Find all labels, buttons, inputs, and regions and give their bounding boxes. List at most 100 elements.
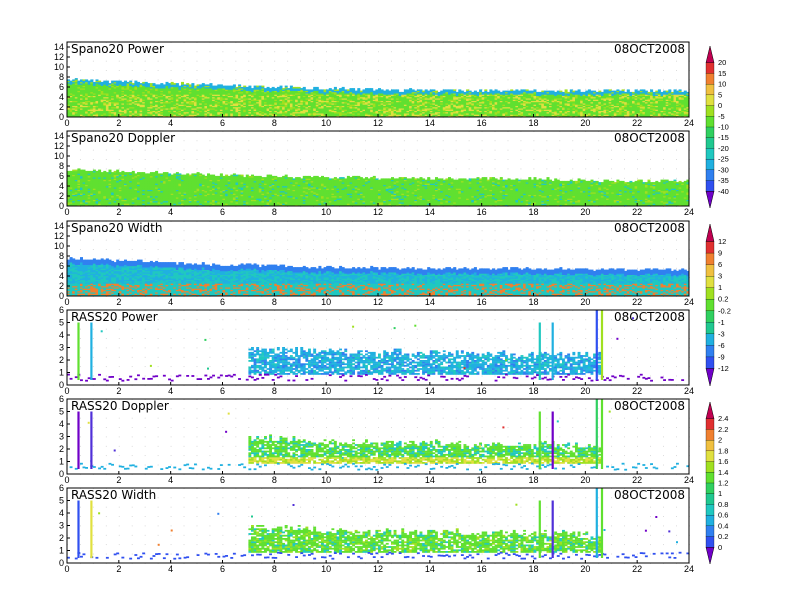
x-tick-label: 24 <box>684 207 694 217</box>
colorbar-arrow-top <box>705 401 715 419</box>
colorbar-swatch <box>705 148 715 160</box>
x-tick-label: 2 <box>116 297 121 307</box>
y-tick-label: 0 <box>59 558 64 568</box>
colorbar-label: 1.4 <box>718 468 728 477</box>
x-tick-label: 16 <box>477 564 487 574</box>
colorbar-swatch <box>705 429 715 441</box>
x-tick-label: 8 <box>272 118 277 128</box>
panel-date: 08OCT2008 <box>614 310 685 324</box>
y-ticks: 0 1 2 3 4 5 6 <box>59 394 70 479</box>
x-tick-label: 24 <box>684 564 694 574</box>
x-tick-label: 20 <box>580 564 590 574</box>
colorbar-label: 3 <box>718 272 722 281</box>
colorbar-swatch <box>705 94 715 107</box>
y-tick-label: 1 <box>59 457 64 467</box>
x-tick-label: 12 <box>373 297 383 307</box>
colorbar-label: -30 <box>718 165 729 174</box>
colorbar-swatch <box>705 450 715 463</box>
colorbar-label: 0.4 <box>718 521 728 530</box>
panel-date: 08OCT2008 <box>614 131 685 145</box>
x-tick-label: 10 <box>321 207 331 217</box>
colorbar-label: -15 <box>718 133 729 142</box>
y-tick-label: 4 <box>59 330 64 340</box>
y-ticks: 0 1 2 3 4 5 6 <box>59 483 70 568</box>
x-tick-label: 18 <box>528 386 538 396</box>
x-ticks: 0 2 4 6 8 10 12 14 16 18 20 22 24 <box>64 293 694 307</box>
x-ticks: 0 2 4 6 8 10 12 14 16 18 20 22 24 <box>64 382 694 396</box>
y-tick-label: 8 <box>59 161 64 171</box>
y-tick-label: 2 <box>59 533 64 543</box>
y-tick-label: 6 <box>59 394 64 404</box>
colorbar-swatch <box>705 418 715 430</box>
panel-title: Spano20 Width <box>71 221 162 235</box>
colorbar-label: -3 <box>718 329 725 338</box>
colorbar-label: 0.8 <box>718 500 728 509</box>
x-tick-label: 0 <box>64 386 69 396</box>
x-tick-label: 6 <box>220 475 225 485</box>
y-tick-label: 4 <box>59 508 64 518</box>
x-tick-label: 10 <box>321 475 331 485</box>
y-tick-label: 0 <box>59 380 64 390</box>
y-tick-label: 8 <box>59 251 64 261</box>
x-tick-label: 16 <box>477 207 487 217</box>
colorbar-swatch <box>705 105 715 117</box>
colorbar-label: -20 <box>718 144 729 153</box>
y-tick-label: 12 <box>54 141 64 151</box>
x-tick-label: 20 <box>580 297 590 307</box>
colorbar-swatch <box>705 252 715 266</box>
colorbar-label: 1.6 <box>718 457 728 466</box>
colorbar-label: 0.2 <box>718 295 728 304</box>
panel-title: Spano20 Power <box>71 42 164 56</box>
colorbar-label: 1 <box>718 283 722 292</box>
colorbar-swatch <box>705 116 715 128</box>
x-tick-label: 8 <box>272 475 277 485</box>
y-tick-label: 14 <box>54 42 64 52</box>
colorbar-label: -40 <box>718 187 729 196</box>
x-tick-label: 0 <box>64 564 69 574</box>
spikes <box>77 488 604 558</box>
y-tick-label: 5 <box>59 407 64 417</box>
x-tick-label: 14 <box>425 297 435 307</box>
x-tick-label: 22 <box>632 475 642 485</box>
x-tick-label: 22 <box>632 386 642 396</box>
y-tick-label: 0 <box>59 291 64 301</box>
x-tick-label: 18 <box>528 297 538 307</box>
y-tick-label: 0 <box>59 112 64 122</box>
x-tick-label: 12 <box>373 564 383 574</box>
data-cells <box>69 410 690 471</box>
colorbar-swatch <box>705 287 715 300</box>
x-tick-label: 4 <box>168 475 173 485</box>
colorbar-label: 10 <box>718 80 726 89</box>
colorbar-swatch <box>705 73 715 85</box>
x-tick-label: 12 <box>373 207 383 217</box>
x-tick-label: 20 <box>580 207 590 217</box>
x-ticks: 0 2 4 6 8 10 12 14 16 18 20 22 24 <box>64 560 694 574</box>
colorbar-label: 1.8 <box>718 446 728 455</box>
y-tick-label: 6 <box>59 305 64 315</box>
x-tick-label: 14 <box>425 118 435 128</box>
colorbar-label: 6 <box>718 260 722 269</box>
panel-date: 08OCT2008 <box>614 42 685 56</box>
colorbar-swatch <box>705 504 715 516</box>
y-tick-label: 10 <box>54 62 64 72</box>
colorbar-cb2: 12 9 6 3 1 0.2 -0.2 -1 -3 -6 -9 -12 <box>705 223 731 387</box>
x-tick-label: 8 <box>272 564 277 574</box>
x-tick-label: 24 <box>684 297 694 307</box>
y-tick-label: 12 <box>54 231 64 241</box>
colorbar-label: 1.2 <box>718 479 728 488</box>
x-tick-label: 16 <box>477 297 487 307</box>
colorbar-label: -35 <box>718 176 729 185</box>
colorbar-swatch <box>705 461 715 473</box>
x-tick-label: 18 <box>528 475 538 485</box>
panel-title: RASS20 Width <box>71 488 156 502</box>
colorbar-arrow-top <box>705 45 715 63</box>
x-tick-label: 6 <box>220 564 225 574</box>
y-tick-label: 2 <box>59 102 64 112</box>
x-ticks: 0 2 4 6 8 10 12 14 16 18 20 22 24 <box>64 203 694 217</box>
colorbar-swatch <box>705 299 715 312</box>
x-tick-label: 20 <box>580 118 590 128</box>
x-tick-label: 18 <box>528 118 538 128</box>
